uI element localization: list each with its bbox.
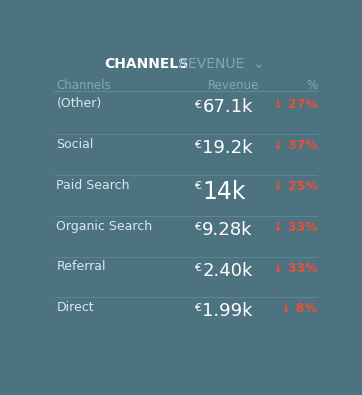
Text: 19.2k: 19.2k (202, 139, 253, 157)
Text: €: € (194, 141, 201, 150)
Text: ↓ 37%: ↓ 37% (273, 139, 317, 152)
Text: ↓ 27%: ↓ 27% (273, 98, 317, 111)
Text: €: € (194, 263, 201, 273)
Text: Social: Social (56, 138, 94, 151)
Text: Organic Search: Organic Search (56, 220, 153, 233)
Text: €: € (194, 303, 201, 314)
Text: 67.1k: 67.1k (202, 98, 253, 117)
Text: ↓ 33%: ↓ 33% (273, 221, 317, 234)
Text: CHANNELS: CHANNELS (104, 57, 188, 71)
Text: 1.99k: 1.99k (202, 302, 253, 320)
Text: ↓ 8%: ↓ 8% (281, 302, 317, 315)
Text: €: € (194, 181, 201, 191)
Text: €: € (194, 100, 201, 110)
Text: 2.40k: 2.40k (202, 261, 253, 280)
Text: %: % (306, 79, 317, 92)
Text: €: € (194, 222, 201, 232)
Text: Paid Search: Paid Search (56, 179, 130, 192)
Text: Revenue: Revenue (207, 79, 259, 92)
Text: (Other): (Other) (56, 97, 102, 110)
Text: REVENUE  ⌄: REVENUE ⌄ (174, 57, 265, 71)
Text: 9.28k: 9.28k (202, 221, 253, 239)
Text: ↓ 25%: ↓ 25% (273, 180, 317, 193)
Text: Channels: Channels (56, 79, 111, 92)
Text: Direct: Direct (56, 301, 94, 314)
Text: ↓ 33%: ↓ 33% (273, 261, 317, 275)
Text: 14k: 14k (202, 180, 246, 204)
Text: Referral: Referral (56, 260, 106, 273)
